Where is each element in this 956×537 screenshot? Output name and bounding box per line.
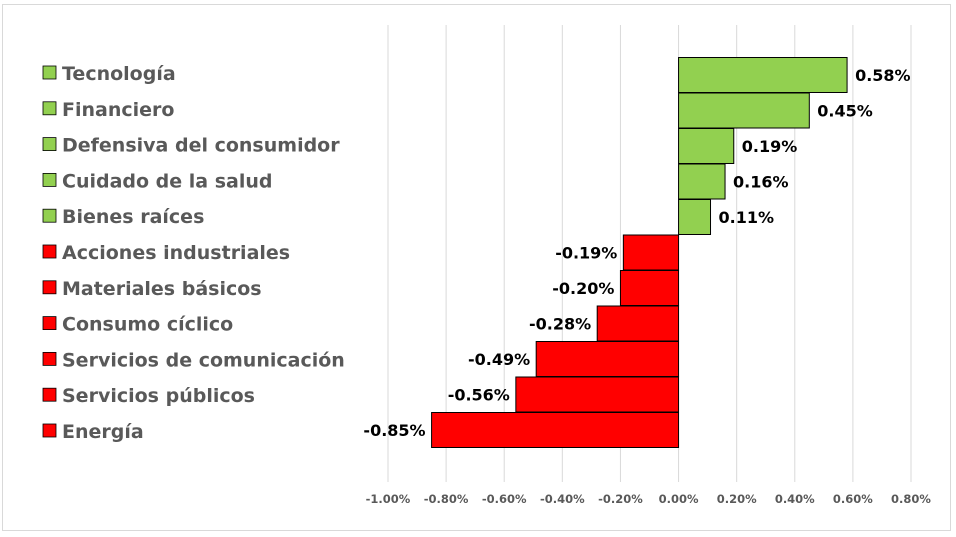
x-tick-label: -0.80% <box>424 492 469 506</box>
bar-materiales-basicos <box>619 270 680 306</box>
x-tick-label: 0.60% <box>833 492 873 506</box>
legend-swatch-financiero <box>42 101 57 116</box>
data-label: 0.58% <box>855 66 911 85</box>
legend-swatch-acciones-industriales <box>42 244 57 259</box>
bar-defensiva-del-consumidor <box>678 128 735 164</box>
x-tick-label: -0.40% <box>540 492 585 506</box>
x-tick-label: 0.80% <box>891 492 931 506</box>
legend-label-bienes-raices: Bienes raíces <box>62 206 204 228</box>
legend-swatch-energia <box>42 423 57 438</box>
x-tick-label: 0.40% <box>775 492 815 506</box>
legend-swatch-consumo-ciclico <box>42 316 57 331</box>
bar-bienes-raices <box>678 199 712 235</box>
bar-financiero <box>678 92 810 129</box>
x-tick-label: -0.60% <box>482 492 527 506</box>
data-label: 0.16% <box>733 173 789 192</box>
x-tick-label: 0.00% <box>659 492 699 506</box>
data-label: 0.19% <box>742 137 798 156</box>
data-labels: 0.58% 0.45% 0.19% 0.16% 0.11% -0.19% -0.20% -0.… <box>363 66 910 440</box>
legend-swatch-cuidado-de-la-salud <box>42 172 57 187</box>
legend-swatch-tecnologia <box>42 65 57 80</box>
legend-label-cuidado-de-la-salud: Cuidado de la salud <box>62 170 273 192</box>
x-axis-ticks: -1.00% -0.80% -0.60% -0.40% -0.20% 0.00% 0.20%… <box>366 492 932 506</box>
data-label: -0.85% <box>363 421 425 440</box>
legend-swatch-bienes-raices <box>42 208 57 223</box>
bar-servicios-de-comunicacion <box>535 341 680 377</box>
legend-label-acciones-industriales: Acciones industriales <box>62 242 290 264</box>
data-label: 0.11% <box>719 208 775 227</box>
bar-acciones-industriales <box>622 234 680 271</box>
legend-swatch-defensiva-del-consumidor <box>42 137 57 152</box>
x-tick-label: -1.00% <box>366 492 411 506</box>
data-label: -0.56% <box>448 386 510 405</box>
data-label: -0.28% <box>529 315 591 334</box>
legend-label-energia: Energía <box>62 421 144 443</box>
bar-cuidado-de-la-salud <box>678 163 726 200</box>
data-label: -0.49% <box>468 350 530 369</box>
bar-tecnologia <box>678 57 848 93</box>
data-label: 0.45% <box>817 102 873 121</box>
legend-swatch-materiales-basicos <box>42 280 57 295</box>
legend: Tecnología Financiero Defensiva del consum… <box>42 63 345 443</box>
bar-energia <box>431 412 680 448</box>
legend-label-tecnologia: Tecnología <box>62 63 176 85</box>
legend-label-materiales-basicos: Materiales básicos <box>62 278 262 300</box>
legend-swatch-servicios-publicos <box>42 387 57 402</box>
legend-swatch-servicios-de-comunicacion <box>42 351 57 366</box>
x-tick-label: 0.20% <box>717 492 757 506</box>
data-label: -0.20% <box>552 279 614 298</box>
legend-label-servicios-publicos: Servicios públicos <box>62 385 255 407</box>
legend-label-consumo-ciclico: Consumo cíclico <box>62 314 233 336</box>
x-tick-label: -0.20% <box>598 492 643 506</box>
bar-servicios-publicos <box>515 376 680 413</box>
data-label: -0.19% <box>555 244 617 263</box>
bars <box>431 57 848 448</box>
legend-label-servicios-de-comunicacion: Servicios de comunicación <box>62 349 345 371</box>
legend-label-defensiva-del-consumidor: Defensiva del consumidor <box>62 135 340 157</box>
bar-consumo-ciclico <box>596 305 680 342</box>
legend-label-financiero: Financiero <box>62 99 174 121</box>
